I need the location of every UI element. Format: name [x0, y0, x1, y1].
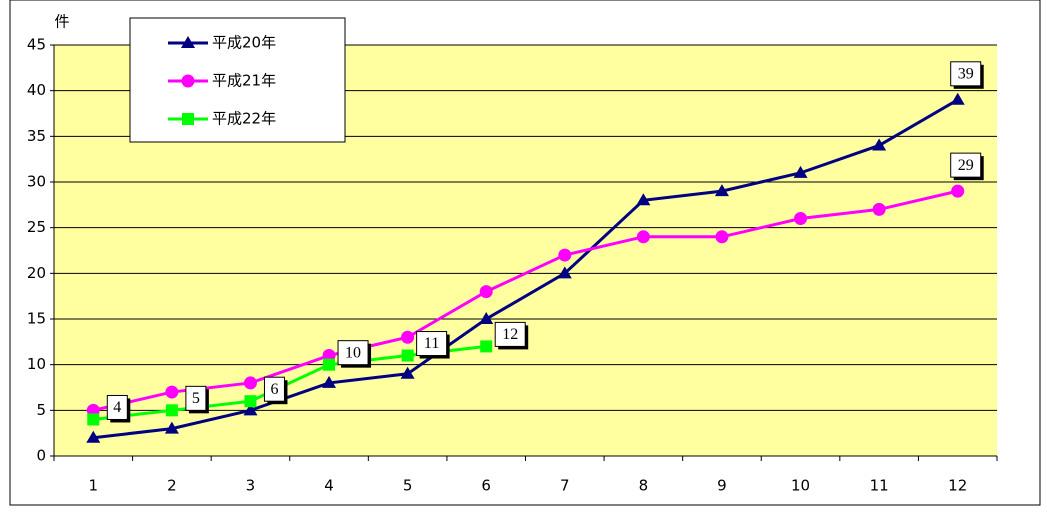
x-tick-label: 11: [870, 477, 889, 495]
marker: [401, 330, 415, 344]
x-tick-label: 5: [403, 477, 413, 495]
y-tick-label: 30: [27, 173, 46, 191]
marker: [181, 74, 195, 88]
marker: [164, 421, 179, 434]
marker: [951, 184, 965, 198]
marker: [243, 376, 257, 390]
x-tick-label: 1: [89, 477, 99, 495]
marker: [479, 312, 494, 324]
y-tick-label: 25: [27, 218, 46, 236]
data-label: 12: [502, 326, 518, 343]
y-tick-label: 5: [36, 401, 46, 419]
label-box: [185, 385, 207, 411]
legend-label: 平成20年: [212, 34, 276, 52]
label-box: [337, 340, 369, 366]
marker: [558, 248, 572, 262]
y-tick-label: 20: [27, 264, 46, 282]
marker: [794, 212, 808, 226]
marker: [401, 349, 414, 362]
legend-box: [129, 17, 346, 143]
label-box: [263, 376, 285, 402]
marker: [557, 266, 572, 279]
x-tick-label: 12: [948, 477, 967, 495]
series-line: [92, 189, 959, 412]
marker: [480, 340, 493, 353]
marker: [182, 113, 194, 125]
marker: [715, 230, 729, 244]
x-tick-label: 10: [791, 477, 810, 495]
x-tick-label: 7: [560, 477, 570, 495]
marker: [872, 138, 887, 151]
label-box: [106, 394, 128, 420]
y-tick-label: 45: [27, 36, 46, 54]
marker: [87, 413, 100, 426]
marker: [950, 92, 965, 105]
y-tick-label: 40: [27, 81, 46, 99]
marker: [165, 385, 179, 399]
marker: [479, 285, 493, 299]
x-tick-label: 3: [246, 477, 256, 495]
marker: [872, 202, 886, 216]
marker: [244, 395, 257, 408]
y-tick-label: 0: [36, 447, 46, 465]
legend-label: 平成21年: [212, 72, 276, 90]
series-line: [93, 98, 959, 440]
marker: [323, 358, 336, 371]
marker: [322, 375, 337, 388]
x-tick-label: 2: [167, 477, 177, 495]
marker: [400, 366, 415, 379]
x-tick-label: 9: [717, 477, 727, 495]
x-tick-label: 8: [639, 477, 649, 495]
y-tick-label: 15: [27, 310, 46, 328]
marker: [165, 404, 178, 417]
marker: [243, 403, 258, 416]
data-label: 11: [424, 335, 439, 352]
label-box: [416, 331, 448, 357]
marker: [636, 230, 650, 244]
y-axis-label: 件: [54, 13, 69, 31]
data-label: 4: [113, 399, 121, 416]
marker: [793, 165, 808, 178]
marker: [86, 430, 101, 443]
x-tick-label: 4: [324, 477, 334, 495]
label-box: [494, 321, 526, 347]
marker: [714, 184, 729, 197]
data-label: 10: [345, 344, 361, 361]
marker: [181, 36, 195, 48]
y-tick-label: 35: [27, 127, 46, 145]
marker: [636, 193, 651, 206]
data-label: 29: [958, 157, 974, 174]
legend-label: 平成22年: [212, 110, 276, 128]
data-label: 39: [958, 65, 974, 82]
label-box: [950, 152, 982, 178]
x-tick-label: 6: [481, 477, 491, 495]
data-label: 6: [270, 381, 278, 398]
data-label: 5: [192, 390, 200, 407]
label-box: [950, 61, 982, 87]
y-tick-label: 10: [27, 355, 46, 373]
